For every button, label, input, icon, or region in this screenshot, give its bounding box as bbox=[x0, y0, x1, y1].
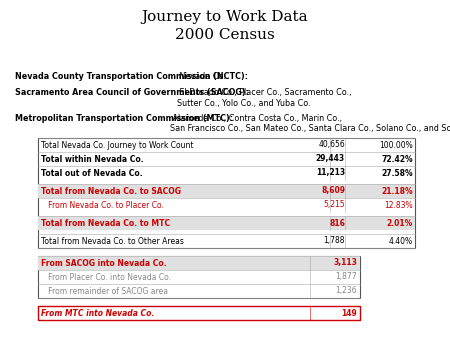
Text: Total out of Nevada Co.: Total out of Nevada Co. bbox=[41, 169, 143, 177]
Text: 27.58%: 27.58% bbox=[382, 169, 413, 177]
Bar bbox=[38, 256, 360, 298]
Text: Metropolitan Transportation Commission (MTC):: Metropolitan Transportation Commission (… bbox=[15, 114, 233, 123]
Text: 816: 816 bbox=[329, 218, 345, 227]
Text: Total Nevada Co. Journey to Work Count: Total Nevada Co. Journey to Work Count bbox=[41, 141, 193, 149]
Text: From Nevada Co. to Placer Co.: From Nevada Co. to Placer Co. bbox=[41, 200, 164, 210]
Bar bbox=[38, 138, 415, 248]
Bar bbox=[38, 216, 415, 230]
Text: 29,443: 29,443 bbox=[316, 154, 345, 164]
Text: 1,788: 1,788 bbox=[324, 237, 345, 245]
Text: Nevada Co.: Nevada Co. bbox=[177, 72, 226, 81]
Bar bbox=[38, 306, 360, 320]
Text: 5,215: 5,215 bbox=[324, 200, 345, 210]
Text: 100.00%: 100.00% bbox=[379, 141, 413, 149]
Text: Sacramento Area Council of Governments (SACOG):: Sacramento Area Council of Governments (… bbox=[15, 88, 249, 97]
Text: Total from Nevada Co. to Other Areas: Total from Nevada Co. to Other Areas bbox=[41, 237, 184, 245]
Text: 12.83%: 12.83% bbox=[384, 200, 413, 210]
Text: Journey to Work Data
2000 Census: Journey to Work Data 2000 Census bbox=[142, 10, 308, 42]
Text: 40,656: 40,656 bbox=[318, 141, 345, 149]
Text: 149: 149 bbox=[341, 309, 357, 317]
Text: Total from Nevada Co. to SACOG: Total from Nevada Co. to SACOG bbox=[41, 187, 181, 195]
Text: From SACOG into Nevada Co.: From SACOG into Nevada Co. bbox=[41, 259, 166, 267]
Text: 3,113: 3,113 bbox=[333, 259, 357, 267]
Text: 11,213: 11,213 bbox=[316, 169, 345, 177]
Text: Total within Nevada Co.: Total within Nevada Co. bbox=[41, 154, 144, 164]
Text: 1,877: 1,877 bbox=[335, 272, 357, 282]
Text: 2.01%: 2.01% bbox=[387, 218, 413, 227]
Text: 21.18%: 21.18% bbox=[382, 187, 413, 195]
Bar bbox=[38, 256, 360, 270]
Text: Alameda Co., Contra Costa Co., Marin Co.,
San Francisco Co., San Mateo Co., Sant: Alameda Co., Contra Costa Co., Marin Co.… bbox=[170, 114, 450, 134]
Text: El Dorado Co., Placer Co., Sacramento Co.,
Sutter Co., Yolo Co., and Yuba Co.: El Dorado Co., Placer Co., Sacramento Co… bbox=[177, 88, 351, 107]
Text: 1,236: 1,236 bbox=[335, 287, 357, 295]
Text: 4.40%: 4.40% bbox=[389, 237, 413, 245]
Bar bbox=[38, 184, 415, 198]
Text: From MTC into Nevada Co.: From MTC into Nevada Co. bbox=[41, 309, 154, 317]
Text: Nevada County Transportation Commission (NCTC):: Nevada County Transportation Commission … bbox=[15, 72, 248, 81]
Text: From remainder of SACOG area: From remainder of SACOG area bbox=[41, 287, 168, 295]
Text: 8,609: 8,609 bbox=[321, 187, 345, 195]
Text: 72.42%: 72.42% bbox=[382, 154, 413, 164]
Text: From Placer Co. into Nevada Co.: From Placer Co. into Nevada Co. bbox=[41, 272, 171, 282]
Text: Total from Nevada Co. to MTC: Total from Nevada Co. to MTC bbox=[41, 218, 170, 227]
